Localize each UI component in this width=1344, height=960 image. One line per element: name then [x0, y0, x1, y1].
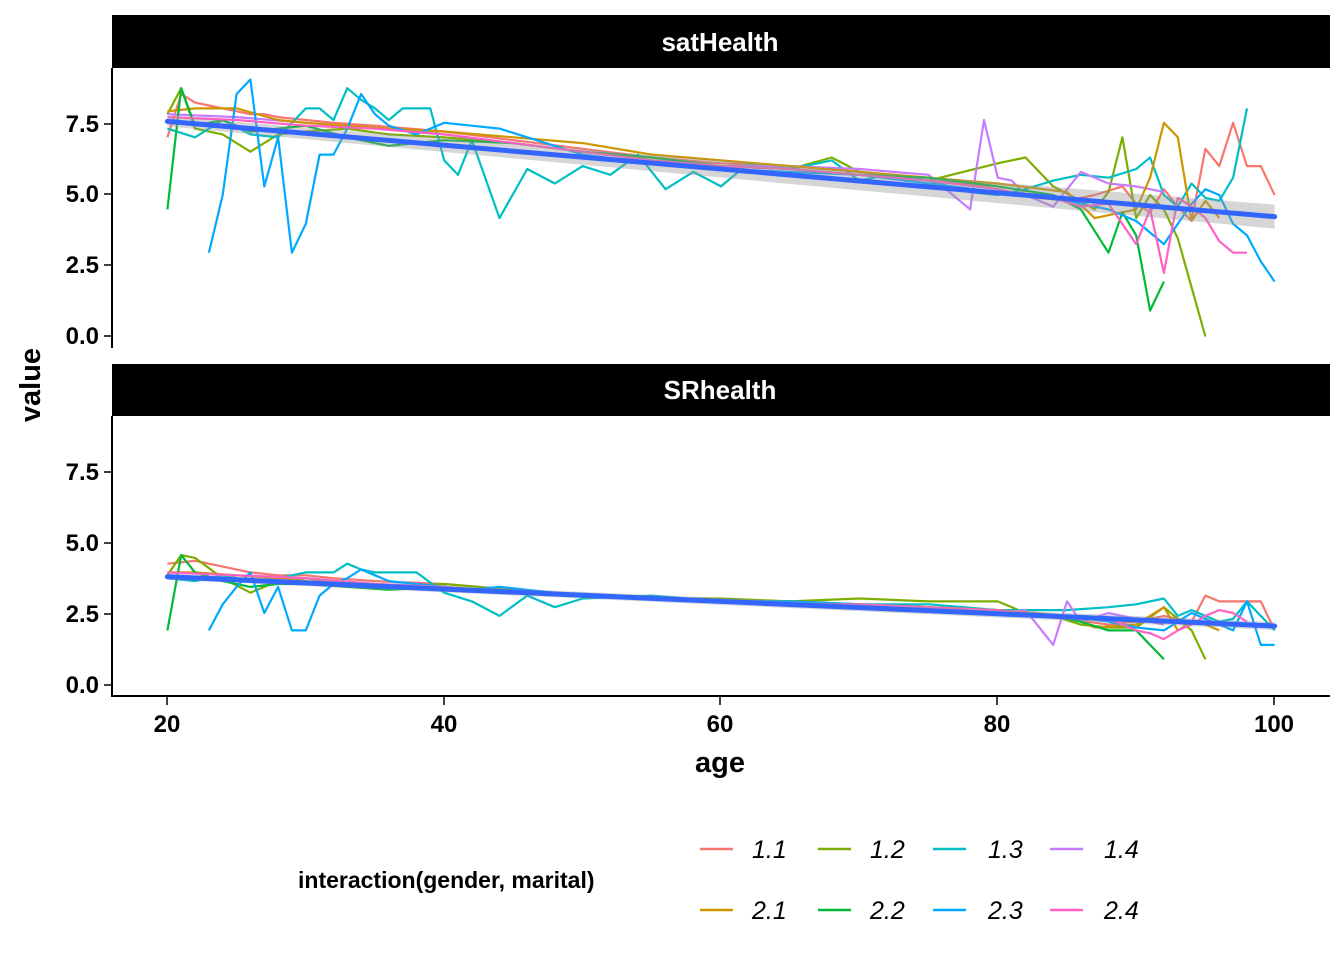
panel-satHealth: satHealth 0.0 2.5 5.0 7.5 — [66, 15, 1330, 350]
y-tick-label: 0.0 — [66, 672, 99, 699]
y-ticks-SRhealth: 0.0 2.5 5.0 7.5 — [66, 459, 112, 699]
legend-label: 2.2 — [869, 897, 905, 925]
y-ticks-satHealth: 0.0 2.5 5.0 7.5 — [66, 111, 112, 350]
y-tick-label: 2.5 — [66, 252, 99, 279]
legend-entry-2-1: 2.1 — [700, 897, 787, 925]
strip-label-satHealth: satHealth — [661, 27, 778, 57]
series-line-1-2-SRhealth — [166, 553, 1207, 660]
y-axis-title: value — [15, 348, 47, 422]
legend-entry-2-2: 2.2 — [818, 897, 905, 925]
plot-area-SRhealth — [164, 553, 1278, 661]
y-tick-label: 5.0 — [66, 181, 99, 208]
y-tick-label: 5.0 — [66, 530, 99, 557]
y-tick-label: 7.5 — [66, 459, 99, 486]
y-tick-label: 2.5 — [66, 601, 99, 628]
series-line-1-3-satHealth — [167, 87, 1249, 220]
x-axis-title: age — [695, 747, 745, 779]
legend-entry-1-3: 1.3 — [933, 836, 1023, 864]
x-tick-label: 80 — [984, 711, 1011, 738]
legend-label: 1.1 — [752, 836, 787, 864]
legend-label: 1.2 — [870, 836, 905, 864]
strip-label-SRhealth: SRhealth — [664, 375, 777, 405]
legend-label: 1.3 — [988, 836, 1023, 864]
legend-title: interaction(gender, marital) — [298, 867, 595, 893]
trend-line-SRhealth — [164, 574, 1278, 629]
panel-SRhealth: SRhealth 0.0 2.5 5.0 7.5 20 40 60 80 100 — [66, 364, 1330, 738]
legend: interaction(gender, marital) 1.1 1.2 1.3… — [298, 836, 1139, 925]
series-line-1-2-satHealth — [166, 87, 1207, 337]
strip-satHealth — [112, 15, 1330, 68]
plot-area-satHealth — [164, 78, 1278, 337]
legend-label: 1.4 — [1104, 836, 1139, 864]
series-line-2-1-satHealth — [167, 107, 1221, 223]
x-tick-label: 40 — [431, 711, 458, 738]
x-tick-label: 60 — [707, 711, 734, 738]
legend-label: 2.3 — [987, 897, 1023, 925]
legend-entry-1-1: 1.1 — [700, 836, 787, 864]
series-line-2-2-satHealth — [166, 87, 1165, 312]
strip-SRhealth — [112, 364, 1330, 416]
x-tick-label: 20 — [154, 711, 181, 738]
x-tick-label: 100 — [1254, 711, 1294, 738]
legend-entry-1-2: 1.2 — [818, 836, 905, 864]
legend-entry-2-3: 2.3 — [933, 897, 1023, 925]
y-tick-label: 0.0 — [66, 323, 99, 350]
legend-entry-2-4: 2.4 — [1050, 897, 1139, 925]
legend-label: 2.1 — [751, 897, 787, 925]
legend-label: 2.4 — [1103, 897, 1139, 925]
trend-line-satHealth — [164, 118, 1278, 220]
x-ticks: 20 40 60 80 100 — [154, 697, 1294, 738]
series-line-1-3-SRhealth — [167, 562, 1276, 632]
series-line-2-3-satHealth — [207, 78, 1276, 283]
y-tick-label: 7.5 — [66, 111, 99, 138]
legend-entry-1-4: 1.4 — [1050, 836, 1139, 864]
